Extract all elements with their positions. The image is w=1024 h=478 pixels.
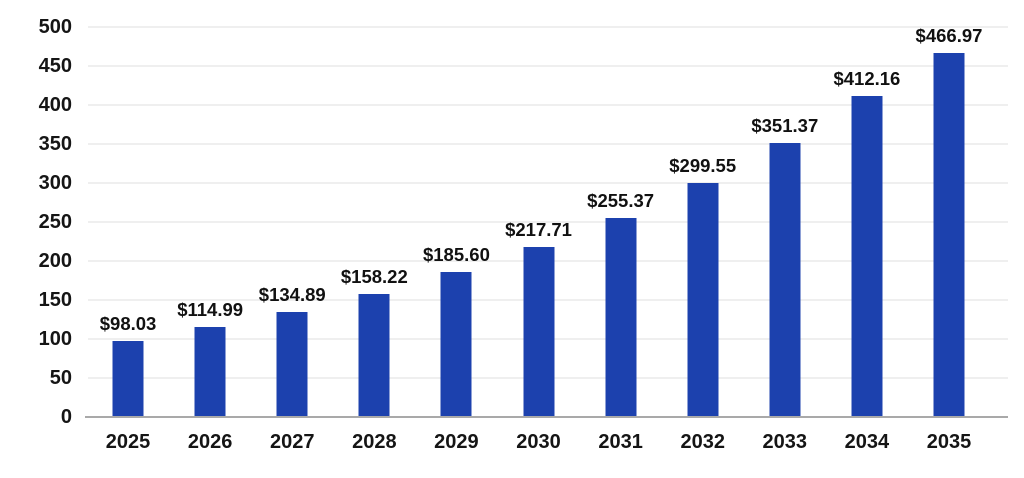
x-tick-label: 2028 (352, 431, 397, 453)
y-tick-label: 200 (38, 250, 72, 272)
y-tick-label: 450 (38, 55, 72, 77)
bar-slot: $185.60 (415, 27, 497, 417)
x-tick-label: 2027 (269, 431, 315, 453)
bar-slot: $351.37 (744, 27, 826, 417)
bar (276, 311, 308, 417)
y-tick-label: 50 (49, 367, 72, 389)
bar (112, 340, 144, 417)
y-axis: 0 50 100 150 200 250 300 350 400 450 500 (0, 16, 72, 428)
gridline (88, 104, 1008, 106)
bar-value-label: $299.55 (669, 155, 737, 177)
bar-slot: $114.99 (169, 27, 251, 417)
y-tick-label: 400 (38, 94, 72, 116)
bar-slot: $158.22 (333, 27, 415, 417)
bar-slot: $412.16 (826, 27, 908, 417)
x-tick-label: 2035 (926, 431, 972, 453)
gridline (88, 26, 1008, 28)
bar (933, 52, 965, 417)
x-tick-label: 2029 (434, 431, 479, 453)
bar-value-label: $255.37 (587, 189, 655, 211)
bar-slot: $299.55 (662, 27, 744, 417)
bar (523, 247, 555, 417)
y-tick-label: 300 (38, 172, 72, 194)
bar-slot: $466.97 (908, 24, 990, 417)
x-axis-labels: 2025 2026 2027 2028 2029 2030 2031 2032 2033 2034… (87, 431, 990, 454)
gridline (88, 182, 1008, 184)
bar-value-label: $134.89 (258, 283, 326, 305)
bar-value-label: $114.99 (177, 299, 244, 321)
bar-slot: $255.37 (580, 27, 662, 417)
bar-slot: $217.71 (497, 27, 579, 417)
bar-value-label: $466.97 (915, 24, 983, 46)
y-tick-label: 500 (38, 16, 72, 38)
x-tick-label: 2030 (516, 431, 561, 453)
x-axis-line (85, 416, 1008, 418)
x-tick-label: 2025 (105, 431, 151, 453)
bar (851, 95, 883, 417)
gridline (88, 143, 1008, 145)
y-tick-label: 250 (38, 211, 72, 233)
x-tick-label: 2026 (187, 431, 233, 453)
bar (605, 217, 637, 417)
x-tick-label: 2034 (844, 431, 890, 453)
bar-value-label: $158.22 (340, 265, 408, 287)
bar-value-label: $98.03 (99, 312, 157, 334)
bar-slot: $134.89 (251, 27, 333, 417)
bar (358, 293, 390, 417)
y-tick-label: 0 (60, 406, 72, 428)
bar-value-label: $185.60 (422, 244, 490, 266)
gridline (88, 65, 1008, 67)
x-tick-label: 2032 (680, 431, 725, 453)
bar (687, 183, 719, 417)
bar (769, 142, 801, 417)
bar-value-label: $217.71 (505, 219, 572, 241)
y-tick-label: 100 (38, 328, 72, 350)
bar (194, 327, 226, 417)
plot-area: $98.03 $114.99 $134.89 $158.22 $185.60 $217.7… (85, 24, 1008, 418)
x-tick-label: 2033 (762, 431, 808, 453)
gridline (88, 221, 1008, 223)
bar (440, 272, 472, 417)
bar-value-label: $412.16 (833, 67, 901, 89)
y-tick-label: 350 (38, 133, 72, 155)
bar-slot: $98.03 (87, 27, 169, 417)
bars-row: $98.03 $114.99 $134.89 $158.22 $185.60 $217.7… (87, 24, 990, 417)
x-tick-label: 2031 (598, 431, 643, 453)
y-tick-label: 150 (38, 289, 72, 311)
bar-value-label: $351.37 (751, 114, 819, 136)
